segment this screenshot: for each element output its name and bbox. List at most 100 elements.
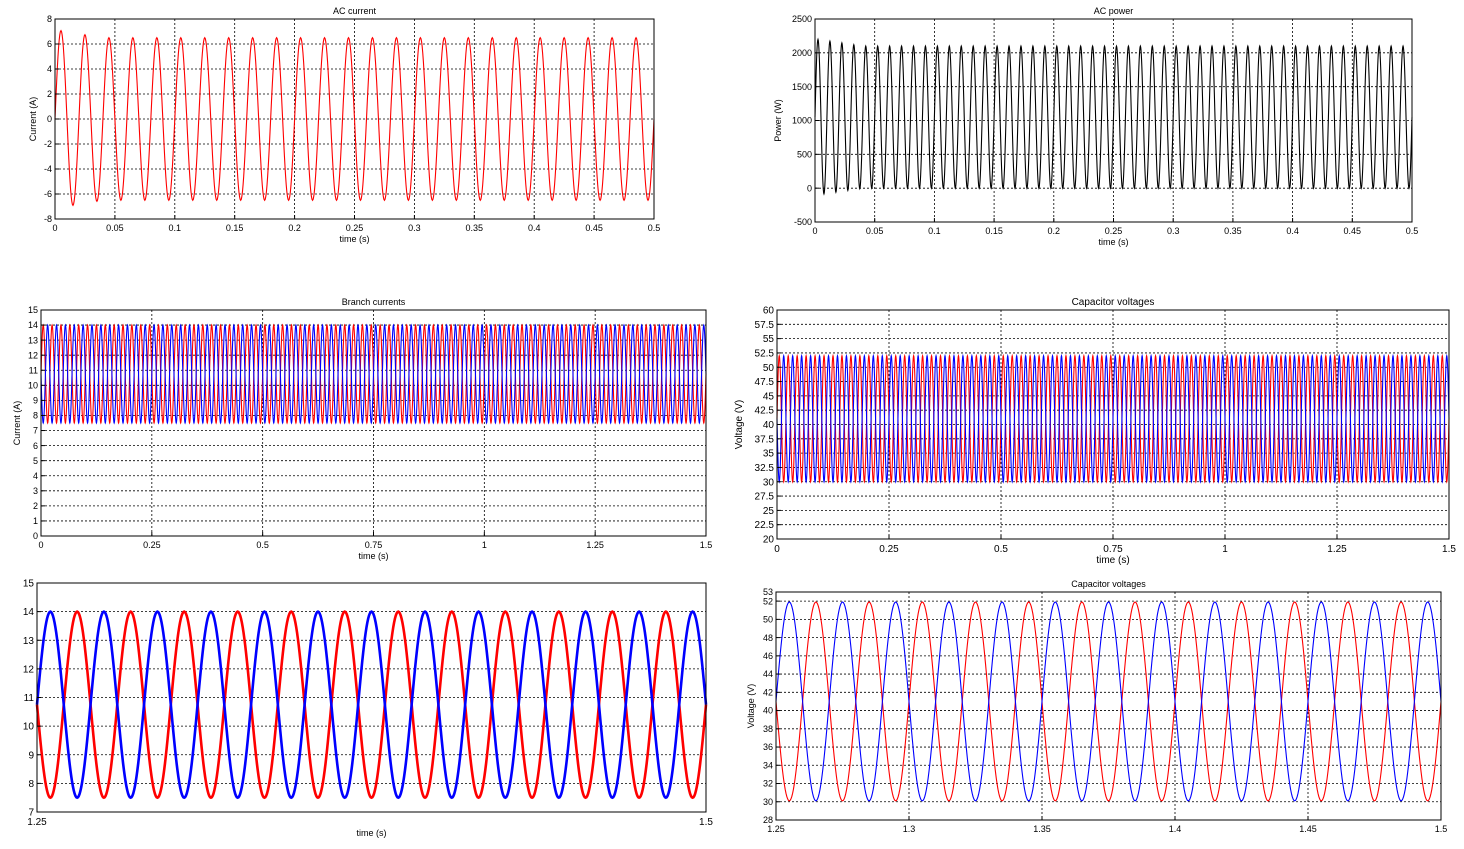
x-axis-label: time (s) (1096, 555, 1129, 566)
x-tick-label: 1.25 (767, 824, 785, 834)
x-axis-label: time (s) (359, 551, 389, 561)
y-tick-label: 0 (47, 114, 52, 124)
x-tick-label: 0.25 (346, 223, 364, 233)
x-tick-label: 0 (52, 223, 57, 233)
x-axis-label: time (s) (340, 234, 370, 244)
x-tick-label: 0.45 (1344, 226, 1362, 236)
y-tick-label: 0 (807, 183, 812, 193)
x-axis-label: time (s) (357, 828, 387, 838)
y-tick-label: 11 (24, 693, 35, 704)
series-line-1 (775, 601, 1442, 802)
x-tick-label: 0.25 (879, 544, 899, 555)
y-tick-label: -4 (44, 164, 52, 174)
chart-branch-currents-zoom: 1.25 1.5 7 8 9 10 11 12 13 14 15 time (s) (23, 579, 714, 839)
y-tick-label: 10 (28, 380, 38, 390)
y-tick-label: 12 (23, 664, 35, 675)
y-tick-label: -500 (794, 217, 812, 227)
x-tick-label: 1.5 (699, 817, 713, 828)
y-tick-label: 57.5 (755, 320, 775, 331)
x-tick-label: 1.45 (1299, 824, 1317, 834)
y-tick-label: 40 (763, 706, 773, 716)
y-tick-label: 32.5 (755, 463, 775, 474)
y-tick-label: 40 (763, 420, 775, 431)
y-tick-label: 34 (763, 760, 773, 770)
y-tick-label: 500 (797, 149, 812, 159)
y-axis-label: Power (W) (773, 99, 783, 142)
y-tick-label: 15 (28, 305, 38, 315)
y-tick-label: 14 (28, 320, 38, 330)
y-tick-label: 25 (763, 506, 775, 517)
x-tick-label: 0.25 (143, 540, 161, 550)
y-tick-label: 47.5 (755, 377, 775, 388)
x-tick-label: 1.5 (1435, 824, 1448, 834)
series-line-0 (35, 610, 708, 800)
x-tick-label: 0.1 (169, 223, 182, 233)
y-tick-label: 27.5 (755, 492, 775, 503)
chart-title: Capacitor voltages (1071, 579, 1146, 589)
y-tick-label: 2 (33, 501, 38, 511)
chart-capacitor-voltages-full: 0 0.25 0.5 0.75 1 1.25 1.5 20 22.5 25 27.5 30 32.5 35… (734, 297, 1456, 566)
x-tick-label: 0.15 (226, 223, 244, 233)
y-tick-label: 8 (28, 779, 34, 790)
x-tick-label: 1.25 (27, 817, 47, 828)
chart-branch-currents: 0 0.25 0.5 0.75 1 1.25 1.501234567891011121314… (12, 297, 712, 561)
y-tick-label: 2 (47, 89, 52, 99)
chart-capacitor-voltages-zoom: 1.25 1.3 1.35 1.4 1.45 1.5 28 30 32 34 36 38 40 42 44 4… (746, 579, 1447, 834)
y-tick-label: 36 (763, 742, 773, 752)
x-tick-label: 0.35 (1224, 226, 1242, 236)
x-tick-label: 0 (38, 540, 43, 550)
y-tick-label: 45 (763, 391, 775, 402)
x-tick-label: 1 (1222, 544, 1228, 555)
y-tick-label: -2 (44, 139, 52, 149)
chart-title: Branch currents (342, 297, 406, 307)
y-tick-label: 7 (28, 808, 34, 819)
y-tick-label: 30 (763, 477, 775, 488)
x-tick-label: 0.4 (528, 223, 541, 233)
x-tick-label: 0.5 (994, 544, 1008, 555)
plot-frame (775, 591, 1442, 821)
y-tick-label: 52.5 (755, 348, 775, 359)
y-tick-label: 6 (33, 441, 38, 451)
y-tick-label: 5 (33, 456, 38, 466)
x-tick-label: 1.25 (1327, 544, 1347, 555)
y-tick-label: 4 (33, 471, 38, 481)
y-tick-label: 4 (47, 64, 52, 74)
y-axis-label: Current (A) (12, 401, 22, 446)
chart-title: AC power (1094, 6, 1134, 16)
y-tick-label: 37.5 (755, 434, 775, 445)
y-tick-label: 2000 (792, 48, 812, 58)
y-tick-label: 44 (763, 669, 773, 679)
y-tick-label: 60 (763, 306, 775, 317)
x-tick-label: 1.5 (1442, 544, 1456, 555)
y-tick-label: 55 (763, 334, 775, 345)
x-tick-label: 0.2 (288, 223, 301, 233)
chart-title: Capacitor voltages (1072, 297, 1155, 308)
y-tick-label: 15 (23, 579, 35, 590)
y-tick-label: 50 (763, 363, 775, 374)
x-tick-label: 0.05 (106, 223, 124, 233)
x-tick-label: 0.2 (1048, 226, 1061, 236)
x-tick-label: 0.75 (365, 540, 383, 550)
y-tick-label: 8 (33, 411, 38, 421)
x-tick-label: 0.3 (408, 223, 421, 233)
series-line-0 (814, 37, 1413, 196)
x-tick-label: 1.35 (1033, 824, 1051, 834)
y-tick-label: 42 (763, 687, 773, 697)
series-line-1 (40, 323, 707, 425)
x-tick-label: 1.4 (1169, 824, 1182, 834)
x-tick-label: 0.15 (985, 226, 1003, 236)
x-tick-label: 1.5 (700, 540, 713, 550)
y-tick-label: 12 (28, 350, 38, 360)
x-tick-label: 0.4 (1286, 226, 1299, 236)
x-tick-label: 0.3 (1167, 226, 1180, 236)
y-tick-label: 42.5 (755, 406, 775, 417)
y-tick-label: 3 (33, 486, 38, 496)
series-line-1 (776, 353, 1450, 484)
x-tick-label: 0.05 (866, 226, 884, 236)
y-tick-label: 0 (33, 531, 38, 541)
y-tick-label: 1 (33, 516, 38, 526)
x-axis-label: time (s) (1099, 237, 1129, 247)
y-tick-label: 50 (763, 615, 773, 625)
series-line-0 (775, 601, 1442, 802)
x-tick-label: 0.25 (1105, 226, 1123, 236)
